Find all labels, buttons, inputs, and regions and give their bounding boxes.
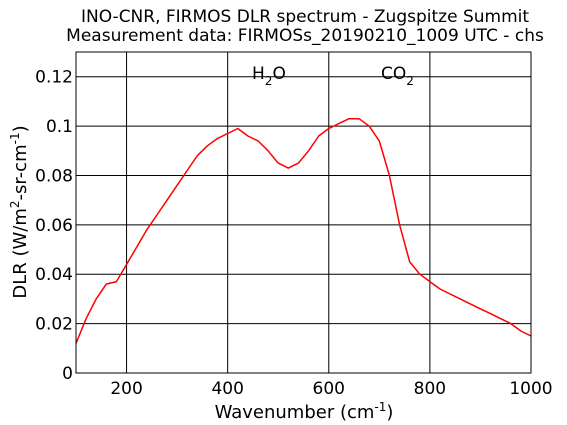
- annotation-h2o: H2O: [252, 64, 286, 88]
- chart-subtitle: Measurement data: FIRMOSs_20190210_1009 …: [66, 26, 544, 46]
- x-axis-ticks: 200 400 600 800 1000: [110, 379, 552, 399]
- plot-frame: [75, 51, 532, 374]
- x-tick-label: 600: [313, 379, 345, 399]
- x-tick-label: 200: [110, 379, 142, 399]
- annotation-co2: CO2: [381, 64, 414, 88]
- x-tick-label: 800: [414, 379, 446, 399]
- y-tick-label: 0.06: [35, 216, 73, 236]
- y-tick-label: 0.02: [35, 315, 73, 335]
- y-tick-label: 0.1: [46, 117, 73, 137]
- series-layer: [75, 117, 532, 344]
- chart-title: INO-CNR, FIRMOS DLR spectrum - Zugspitze…: [81, 7, 529, 27]
- grid: [76, 52, 531, 373]
- x-axis-label: Wavenumber (cm-1): [215, 400, 394, 423]
- y-tick-label: 0: [62, 364, 73, 384]
- y-tick-label: 0.04: [35, 265, 73, 285]
- y-tick-label: 0.12: [35, 68, 73, 88]
- y-axis-label: DLR (W/m2-sr-cm-1): [8, 125, 31, 298]
- spectrum-line: [75, 117, 532, 344]
- x-tick-label: 1000: [509, 379, 552, 399]
- y-tick-label: 0.08: [35, 166, 73, 186]
- x-tick-label: 400: [211, 379, 243, 399]
- y-axis-ticks: 0 0.02 0.04 0.06 0.08 0.1 0.12: [35, 68, 73, 384]
